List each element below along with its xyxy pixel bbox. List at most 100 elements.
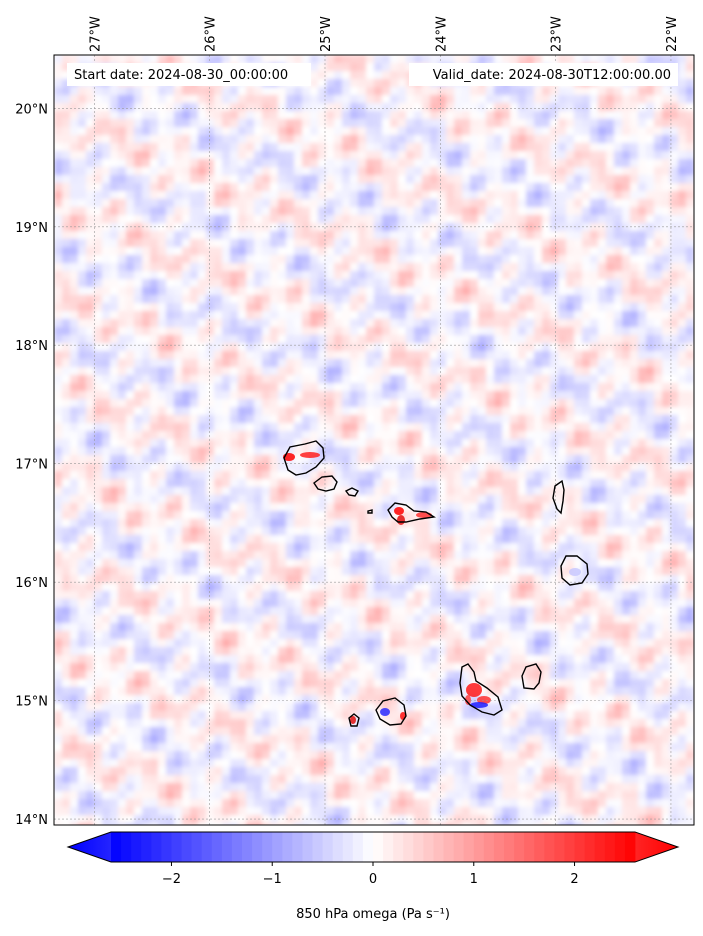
field-cell: [678, 463, 687, 472]
field-cell: [270, 391, 279, 400]
field-cell: [382, 255, 391, 264]
field-cell: [302, 103, 311, 112]
field-cell: [510, 495, 519, 504]
field-cell: [254, 359, 263, 368]
field-cell: [438, 471, 447, 480]
field-cell: [670, 271, 679, 280]
field-cell: [294, 287, 303, 296]
field-cell: [622, 431, 631, 440]
field-cell: [174, 271, 183, 280]
field-cell: [574, 95, 583, 104]
field-cell: [558, 111, 567, 120]
field-cell: [462, 55, 471, 64]
field-cell: [646, 519, 655, 528]
field-cell: [646, 55, 655, 64]
field-cell: [582, 367, 591, 376]
field-cell: [94, 447, 103, 456]
field-cell: [334, 295, 343, 304]
field-cell: [54, 263, 63, 272]
field-cell: [206, 271, 215, 280]
field-cell: [70, 367, 79, 376]
field-cell: [470, 303, 479, 312]
field-cell: [382, 487, 391, 496]
field-cell: [254, 111, 263, 120]
field-cell: [398, 391, 407, 400]
field-cell: [662, 335, 671, 344]
field-cell: [374, 215, 383, 224]
field-cell: [686, 423, 694, 432]
field-cell: [86, 399, 95, 408]
field-cell: [142, 191, 151, 200]
field-cell: [134, 119, 143, 128]
field-cell: [446, 279, 455, 288]
field-cell: [230, 511, 239, 520]
field-cell: [318, 311, 327, 320]
field-cell: [174, 343, 183, 352]
field-cell: [78, 231, 87, 240]
field-cell: [158, 359, 167, 368]
field-cell: [110, 367, 119, 376]
field-cell: [518, 495, 527, 504]
field-cell: [518, 455, 527, 464]
field-cell: [86, 343, 95, 352]
field-cell: [54, 207, 63, 216]
field-cell: [206, 279, 215, 288]
field-cell: [134, 183, 143, 192]
field-cell: [422, 87, 431, 96]
field-cell: [638, 535, 647, 544]
field-cell: [358, 135, 367, 144]
field-cell: [662, 439, 671, 448]
field-cell: [238, 319, 247, 328]
field-cell: [454, 431, 463, 440]
field-cell: [414, 447, 423, 456]
field-cell: [126, 207, 135, 216]
field-cell: [342, 215, 351, 224]
field-cell: [494, 191, 503, 200]
field-cell: [86, 463, 95, 472]
field-cell: [158, 463, 167, 472]
field-cell: [502, 367, 511, 376]
field-cell: [590, 111, 599, 120]
field-cell: [646, 191, 655, 200]
field-cell: [654, 487, 663, 496]
field-cell: [110, 383, 119, 392]
field-cell: [638, 383, 647, 392]
field-cell: [174, 191, 183, 200]
field-cell: [398, 303, 407, 312]
field-cell: [510, 135, 519, 144]
field-cell: [478, 231, 487, 240]
field-cell: [430, 543, 439, 552]
field-cell: [374, 327, 383, 336]
field-cell: [526, 455, 535, 464]
field-cell: [302, 423, 311, 432]
field-cell: [462, 151, 471, 160]
field-cell: [302, 463, 311, 472]
field-cell: [118, 439, 127, 448]
field-cell: [262, 223, 271, 232]
field-cell: [678, 215, 687, 224]
field-cell: [662, 391, 671, 400]
field-cell: [174, 327, 183, 336]
field-cell: [342, 111, 351, 120]
field-cell: [318, 167, 327, 176]
field-cell: [150, 191, 159, 200]
field-cell: [494, 511, 503, 520]
field-cell: [294, 479, 303, 488]
field-cell: [166, 319, 175, 328]
field-cell: [302, 295, 311, 304]
field-cell: [134, 535, 143, 544]
field-cell: [94, 271, 103, 280]
field-cell: [174, 479, 183, 488]
field-cell: [670, 415, 679, 424]
field-cell: [518, 151, 527, 160]
field-cell: [438, 503, 447, 512]
field-cell: [62, 295, 71, 304]
field-cell: [206, 367, 215, 376]
field-cell: [286, 255, 295, 264]
field-cell: [342, 175, 351, 184]
field-cell: [446, 183, 455, 192]
field-cell: [470, 191, 479, 200]
field-cell: [358, 543, 367, 552]
field-cell: [598, 511, 607, 520]
field-cell: [238, 407, 247, 416]
